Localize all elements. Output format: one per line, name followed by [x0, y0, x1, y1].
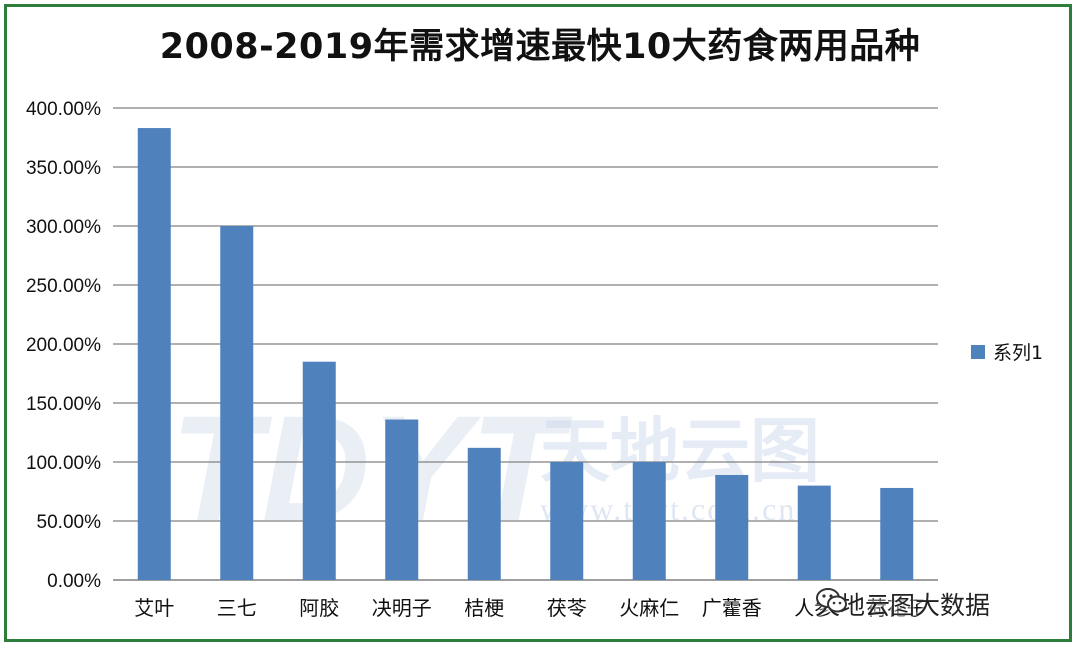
- wechat-icon: [816, 588, 847, 613]
- y-tick-label: 150.00%: [26, 394, 101, 415]
- y-tick-label: 0.00%: [47, 571, 101, 592]
- bar: [632, 462, 666, 580]
- bar: [137, 128, 171, 580]
- bar: [220, 226, 254, 580]
- legend-swatch: [971, 345, 985, 359]
- x-tick-label: 荷花子: [867, 596, 927, 620]
- chart-title: 2008-2019年需求增速最快10大药食两用品种: [159, 27, 921, 67]
- bar: [715, 474, 749, 580]
- y-tick-label: 200.00%: [26, 335, 101, 356]
- x-tick-label: 桔梗: [464, 596, 504, 620]
- x-tick-label: 茯苓: [547, 596, 587, 620]
- y-tick-label: 50.00%: [37, 512, 102, 533]
- x-tick-label: 艾叶: [134, 596, 174, 620]
- y-tick-label: 250.00%: [26, 276, 101, 297]
- y-tick-label: 100.00%: [26, 453, 101, 474]
- watermark-name: 天地云图: [540, 410, 820, 492]
- bar: [302, 361, 336, 580]
- bars: [137, 128, 914, 580]
- y-tick-label: 350.00%: [26, 158, 101, 179]
- x-tick-label: 决明子: [372, 596, 432, 620]
- x-tick-label: 阿胶: [299, 596, 339, 620]
- y-axis-ticks: 0.00% 50.00% 100.00% 150.00% 200.00% 250.00% 3…: [26, 99, 101, 592]
- legend: 系列1: [971, 342, 1043, 364]
- bar: [550, 462, 584, 580]
- y-tick-label: 300.00%: [26, 217, 101, 238]
- legend-label: 系列1: [993, 342, 1043, 364]
- x-axis-ticks: 艾叶 三七 阿胶 决明子 桔梗 茯苓 火麻仁 广藿香 人参 荷花子: [134, 596, 927, 620]
- bar: [385, 419, 419, 580]
- x-tick-label: 三七: [217, 596, 257, 620]
- x-tick-label: 火麻仁: [619, 596, 679, 620]
- x-tick-label: 广藿香: [702, 596, 762, 620]
- bar: [880, 487, 914, 580]
- wechat-account: 天地云图大数据: [815, 586, 990, 622]
- bar: [797, 485, 831, 580]
- bar: [467, 447, 501, 580]
- y-tick-label: 400.00%: [26, 99, 101, 120]
